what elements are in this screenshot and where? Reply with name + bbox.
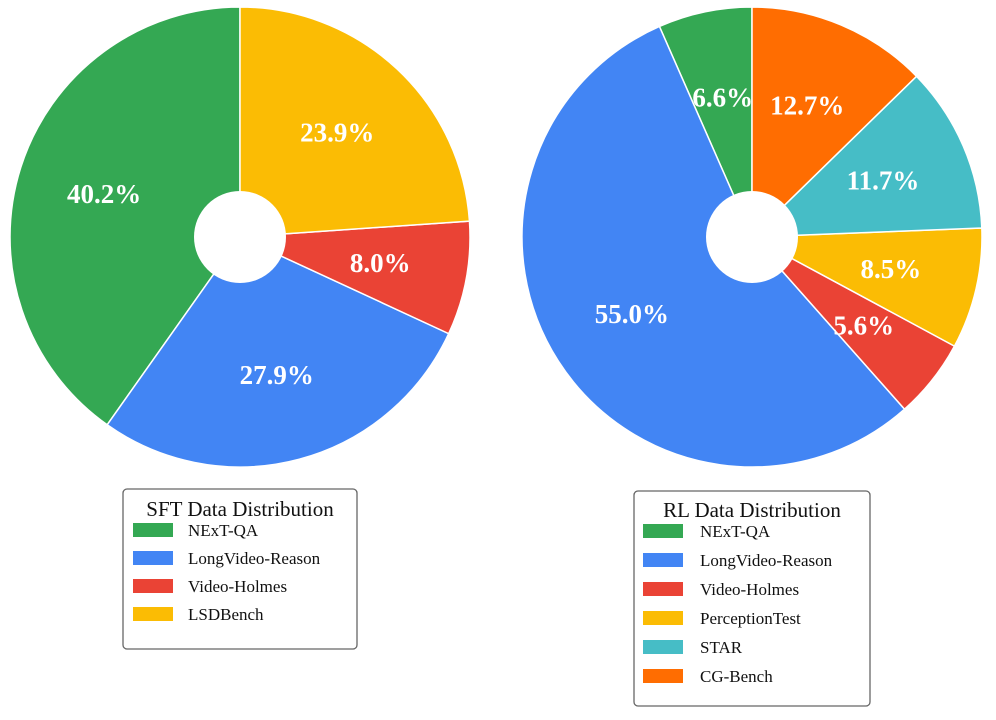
sft-legend-label-next-qa: NExT-QA — [188, 521, 259, 540]
sft-pie-chart: 40.2% 27.9% 8.0% 23.9% — [9, 6, 471, 468]
sft-legend-swatch-next-qa — [133, 523, 173, 537]
sft-legend-label-lsdbench: LSDBench — [188, 605, 264, 624]
rl-slice-cg-bench — [751, 6, 918, 239]
sft-legend-swatch-video-holmes — [133, 579, 173, 593]
rl-label-cg-bench: 12.7% — [770, 91, 844, 121]
rl-legend-title: RL Data Distribution — [663, 498, 841, 522]
rl-label-video-holmes: 5.6% — [833, 311, 894, 341]
sft-legend-label-video-holmes: Video-Holmes — [188, 577, 287, 596]
sft-legend-frame — [122, 488, 358, 650]
sft-label-longvideo-reason: 27.9% — [240, 360, 314, 390]
sft-label-lsdbench: 23.9% — [300, 118, 374, 148]
rl-label-longvideo-reason: 55.0% — [595, 299, 669, 329]
sft-center-hole — [194, 191, 286, 283]
sft-legend-title: SFT Data Distribution — [146, 497, 334, 521]
sft-slice-video-holmes — [239, 220, 471, 335]
rl-legend-label-longvideo-reason: LongVideo-Reason — [700, 551, 833, 570]
sft-legend-swatch-lsdbench — [133, 607, 173, 621]
rl-legend: RL Data Distribution NExT-QA LongVideo-Re… — [633, 490, 871, 707]
rl-slice-perceptiontest — [749, 227, 983, 348]
rl-legend-swatch-longvideo-reason — [643, 553, 683, 567]
sft-legend-swatch-longvideo-reason — [133, 551, 173, 565]
rl-label-perceptiontest: 8.5% — [861, 254, 922, 284]
rl-legend-label-video-holmes: Video-Holmes — [700, 580, 799, 599]
rl-legend-swatch-cg-bench — [643, 669, 683, 683]
rl-label-star: 11.7% — [847, 166, 920, 196]
rl-legend-swatch-star — [643, 640, 683, 654]
rl-legend-label-cg-bench: CG-Bench — [700, 667, 773, 686]
rl-legend-swatch-perceptiontest — [643, 611, 683, 625]
rl-slice-star — [750, 75, 983, 238]
sft-slice-next-qa — [9, 6, 241, 426]
rl-legend-frame — [633, 490, 871, 707]
rl-legend-label-perceptiontest: PerceptionTest — [700, 609, 801, 628]
sft-legend-label-longvideo-reason: LongVideo-Reason — [188, 549, 321, 568]
rl-legend-swatch-next-qa — [643, 524, 683, 538]
sft-legend: SFT Data Distribution NExT-QA LongVideo-R… — [122, 488, 358, 650]
rl-legend-entries: NExT-QA LongVideo-Reason Video-Holmes Perce… — [643, 522, 833, 686]
rl-center-hole — [706, 191, 798, 283]
rl-legend-label-next-qa: NExT-QA — [700, 522, 771, 541]
sft-legend-entries: NExT-QA LongVideo-Reason Video-Holmes LSDBe… — [133, 521, 321, 624]
rl-legend-label-star: STAR — [700, 638, 743, 657]
rl-label-next-qa: 6.6% — [692, 82, 753, 112]
rl-pie-chart: 6.6% 55.0% 5.6% 8.5% 11.7% 12.7% — [521, 6, 983, 468]
rl-legend-swatch-video-holmes — [643, 582, 683, 596]
sft-slice-lsdbench — [239, 6, 471, 238]
sft-label-video-holmes: 8.0% — [350, 248, 411, 278]
sft-label-next-qa: 40.2% — [67, 179, 141, 209]
